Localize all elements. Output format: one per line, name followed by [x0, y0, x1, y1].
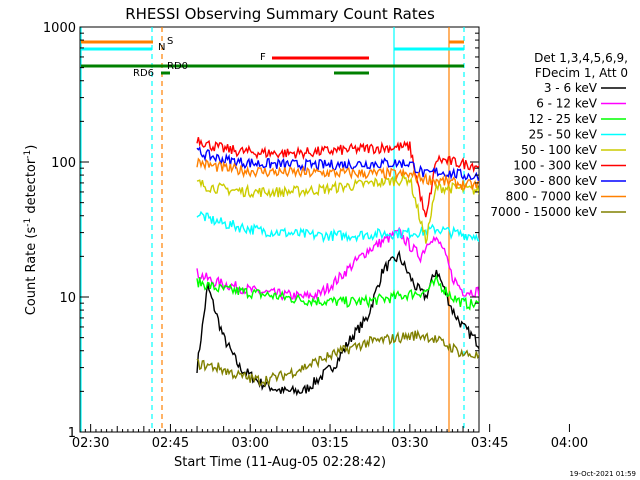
y-tick-label: 1000	[43, 21, 76, 36]
x-axis: 02:30 02:45 03:00 03:15 03:30 03:45 04:00	[72, 424, 588, 451]
legend-entry-label: 50 - 100 keV	[521, 143, 598, 157]
series-line-12-25kev	[196, 274, 479, 311]
plot-frame	[79, 26, 480, 433]
legend: Det 1,3,4,5,6,9, FDecim 1, Att 0 3 - 6 k…	[490, 51, 628, 219]
legend-entry-label: 6 - 12 keV	[536, 97, 598, 111]
legend-entry-label: 12 - 25 keV	[529, 112, 598, 126]
legend-entry-label: 3 - 6 keV	[544, 81, 598, 95]
flag-rd6-label: RD6	[133, 68, 154, 79]
series-line-6-12kev	[196, 226, 479, 301]
x-tick-label: 02:45	[152, 436, 189, 451]
chart-title: RHESSI Observing Summary Count Rates	[125, 5, 435, 23]
legend-header-2: FDecim 1, Att 0	[535, 66, 628, 80]
generated-timestamp: 19-Oct-2021 01:59	[570, 470, 636, 478]
y-tick-label: 10	[59, 291, 76, 306]
legend-entry-label: 7000 - 15000 keV	[490, 205, 597, 219]
x-tick-label: 04:00	[551, 436, 588, 451]
series-line-50-100kev	[196, 171, 479, 244]
series-line-800-7000kev	[196, 157, 479, 191]
flag-s-label: S	[167, 36, 173, 47]
series-line-100-300kev	[196, 137, 479, 218]
y-axis-label: Count Rate (s-1 detector-1)	[23, 145, 39, 316]
legend-entry-label: 300 - 800 keV	[513, 174, 597, 188]
series-line-25-50kev	[196, 210, 479, 244]
x-tick-label: 03:45	[471, 436, 508, 451]
x-tick-label: 03:15	[311, 436, 348, 451]
legend-entry-label: 800 - 7000 keV	[506, 190, 598, 204]
flag-rd0-label: RD0	[167, 61, 188, 72]
x-tick-label: 03:00	[232, 436, 269, 451]
flag-n-label: N	[158, 42, 165, 53]
series-line-300-800kev	[196, 145, 479, 183]
x-tick-label: 02:30	[72, 436, 109, 451]
legend-entry-label: 100 - 300 keV	[513, 159, 597, 173]
y-tick-label: 1	[68, 426, 76, 441]
series-line-7000-15000kev	[196, 329, 479, 388]
x-tick-label: 03:30	[391, 436, 428, 451]
x-axis-label: Start Time (11-Aug-05 02:28:42)	[174, 455, 386, 470]
legend-entry-label: 25 - 50 keV	[529, 128, 598, 142]
flag-bars: S N F RD6 RD0	[81, 36, 464, 79]
legend-header-1: Det 1,3,4,5,6,9,	[534, 51, 628, 65]
y-tick-label: 100	[51, 156, 76, 171]
y-axis: 1 10 100 1000	[43, 21, 479, 441]
flag-f-label: F	[260, 52, 266, 63]
series-layer	[196, 137, 479, 397]
attenuator-markers	[80, 27, 465, 432]
